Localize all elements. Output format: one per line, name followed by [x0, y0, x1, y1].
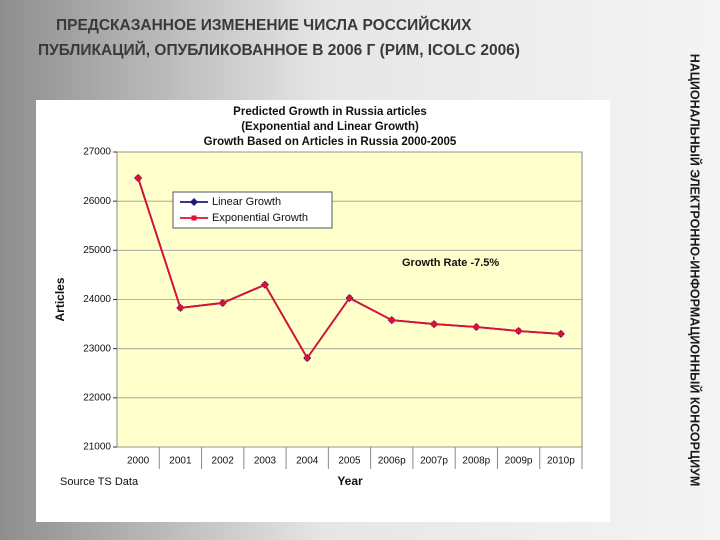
marker — [135, 175, 141, 181]
source: Source TS Data — [60, 476, 139, 488]
y-axis-label: Articles — [53, 277, 67, 321]
legend-label: Exponential Growth — [212, 212, 308, 224]
y-tick-label: 21000 — [83, 442, 111, 453]
marker — [558, 331, 564, 337]
x-tick-label: 2000 — [127, 456, 150, 467]
x-tick-label: 2001 — [169, 456, 192, 467]
y-tick-label: 23000 — [83, 343, 111, 354]
x-tick-label: 2006p — [378, 456, 406, 467]
marker — [516, 328, 522, 334]
y-tick-label: 26000 — [83, 196, 111, 207]
slide-title-line: ПРЕДСКАЗАННОЕ ИЗМЕНЕНИЕ ЧИСЛА РОССИЙСКИХ — [56, 16, 472, 34]
chart-title: (Exponential and Linear Growth) — [241, 121, 419, 133]
chart-title: Growth Based on Articles in Russia 2000-… — [204, 136, 457, 148]
y-tick-label: 25000 — [83, 245, 111, 256]
marker — [431, 321, 437, 327]
marker — [473, 324, 479, 330]
legend-label: Linear Growth — [212, 196, 281, 208]
annotation: Growth Rate -7.5% — [402, 257, 499, 269]
y-tick-label: 22000 — [83, 392, 111, 403]
x-tick-label: 2008p — [462, 456, 490, 467]
x-tick-label: 2007p — [420, 456, 448, 467]
x-tick-label: 2002 — [212, 456, 235, 467]
y-tick-label: 24000 — [83, 294, 111, 305]
marker — [304, 355, 310, 361]
chart-title: Predicted Growth in Russia articles — [233, 106, 427, 118]
side-text: НАЦИОНАЛЬНЫЙ ЭЛЕКТРОННО-ИНФОРМАЦИОННЫЙ К… — [688, 54, 703, 487]
x-tick-label: 2005 — [338, 456, 361, 467]
x-tick-label: 2009p — [505, 456, 533, 467]
marker — [347, 295, 352, 301]
x-tick-label: 2003 — [254, 456, 277, 467]
legend-box — [172, 191, 333, 229]
y-tick-label: 27000 — [83, 147, 111, 158]
x-tick-label: 2004 — [296, 456, 319, 467]
x-axis-label: Year — [337, 474, 363, 488]
legend-marker — [190, 198, 198, 206]
marker — [262, 282, 268, 288]
slide-title-line: ПУБЛИКАЦИЙ, ОПУБЛИКОВАННОЕ В 2006 Г (РИМ… — [38, 41, 520, 59]
x-tick-label: 2010p — [547, 456, 575, 467]
marker — [177, 305, 183, 311]
marker — [389, 317, 395, 323]
legend-marker — [191, 215, 197, 221]
marker — [220, 300, 226, 306]
